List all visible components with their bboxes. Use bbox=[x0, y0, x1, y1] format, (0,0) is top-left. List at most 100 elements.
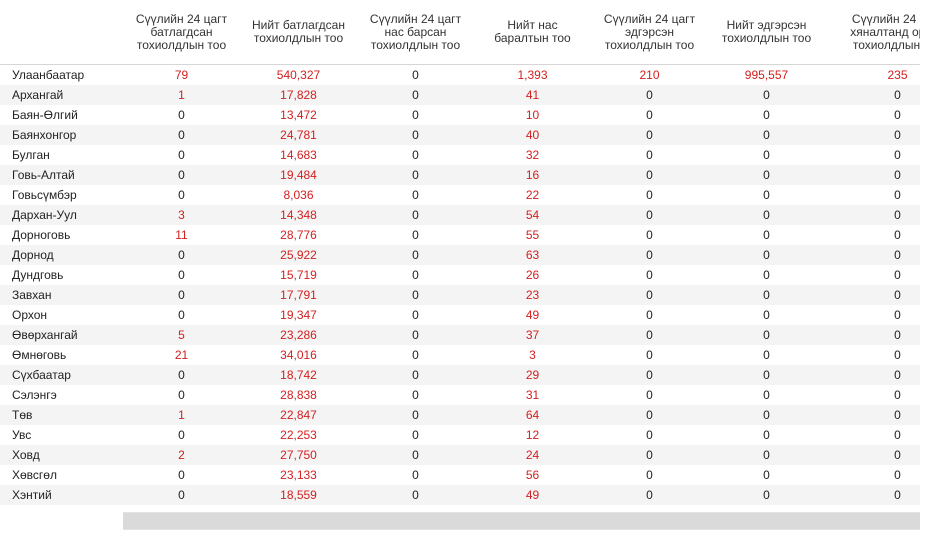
value-cell: 0 bbox=[646, 148, 653, 162]
region-name-cell: Өмнөговь bbox=[12, 348, 67, 362]
value-cell: 3 bbox=[123, 205, 240, 225]
value-cell: 0 bbox=[708, 165, 825, 185]
value-cell: 0 bbox=[123, 245, 240, 265]
table-row: Сүхбаатар 0 18,742 0 29 0 0 0 bbox=[0, 365, 920, 385]
value-cell: 0 bbox=[178, 268, 185, 282]
header-new-recovered-24h[interactable]: Сүүлийн 24 цагт эдгэрсэн тохиолдлын тоо bbox=[591, 0, 708, 65]
value-cell: 0 bbox=[763, 428, 770, 442]
value-cell: 0 bbox=[825, 405, 920, 425]
header-total-confirmed[interactable]: Нийт батлагдсан тохиолдлын тоо bbox=[240, 0, 357, 65]
value-cell: 18,742 bbox=[240, 365, 357, 385]
header-new-monitored-24h[interactable]: Сүүлийн 24 цагт хяналтанд орсон тохиолдл… bbox=[825, 0, 920, 65]
table-row: Хэнтий 0 18,559 0 49 0 0 0 bbox=[0, 485, 920, 505]
value-cell: 49 bbox=[474, 485, 591, 505]
table-row: Сэлэнгэ 0 28,838 0 31 0 0 0 bbox=[0, 385, 920, 405]
value-cell: 0 bbox=[708, 245, 825, 265]
table-row: Говь-Алтай 0 19,484 0 16 0 0 0 bbox=[0, 165, 920, 185]
value-cell: 64 bbox=[474, 405, 591, 425]
value-cell: 0 bbox=[357, 445, 474, 465]
value-cell: 0 bbox=[825, 245, 920, 265]
value-cell: 0 bbox=[894, 308, 901, 322]
value-cell: 0 bbox=[708, 205, 825, 225]
value-cell: 0 bbox=[646, 108, 653, 122]
value-cell: 0 bbox=[894, 188, 901, 202]
value-cell: 40 bbox=[474, 125, 591, 145]
value-cell: 0 bbox=[708, 405, 825, 425]
table-row: Увс 0 22,253 0 12 0 0 0 bbox=[0, 425, 920, 445]
table-row: Өвөрхангай 5 23,286 0 37 0 0 0 bbox=[0, 325, 920, 345]
table-row: Завхан 0 17,791 0 23 0 0 0 bbox=[0, 285, 920, 305]
table-body: Улаанбаатар 79 540,327 0 1,393 210 995,557 235 А… bbox=[0, 65, 920, 505]
value-cell: 8,036 bbox=[283, 188, 314, 202]
value-cell: 0 bbox=[412, 228, 419, 242]
value-cell: 3 bbox=[529, 348, 536, 362]
value-cell: 0 bbox=[591, 325, 708, 345]
value-cell: 24 bbox=[474, 445, 591, 465]
region-name-cell: Завхан bbox=[0, 285, 123, 305]
value-cell: 12 bbox=[525, 428, 540, 442]
value-cell: 56 bbox=[525, 468, 540, 482]
region-name-cell: Хэнтий bbox=[0, 485, 123, 505]
region-name-cell: Дундговь bbox=[12, 268, 64, 282]
value-cell: 0 bbox=[412, 108, 419, 122]
header-new-deaths-24h[interactable]: Сүүлийн 24 цагт нас барсан тохиолдлын то… bbox=[357, 0, 474, 65]
table-row: Өмнөговь 21 34,016 0 3 0 0 0 bbox=[0, 345, 920, 365]
value-cell: 0 bbox=[412, 188, 419, 202]
value-cell: 0 bbox=[763, 148, 770, 162]
value-cell: 0 bbox=[646, 188, 653, 202]
table-row: Дорноговь 11 28,776 0 55 0 0 0 bbox=[0, 225, 920, 245]
region-name-cell: Өвөрхангай bbox=[0, 325, 123, 345]
region-name-cell: Дорноговь bbox=[12, 228, 71, 242]
value-cell: 0 bbox=[412, 308, 419, 322]
value-cell: 19,347 bbox=[280, 308, 317, 322]
table-row: Баянхонгор 0 24,781 0 40 0 0 0 bbox=[0, 125, 920, 145]
scrollbar-thumb[interactable] bbox=[123, 513, 920, 529]
value-cell: 0 bbox=[591, 445, 708, 465]
table-row: Хөвсгөл 0 23,133 0 56 0 0 0 bbox=[0, 465, 920, 485]
value-cell: 16 bbox=[474, 165, 591, 185]
value-cell: 0 bbox=[646, 468, 653, 482]
table-row: Орхон 0 19,347 0 49 0 0 0 bbox=[0, 305, 920, 325]
value-cell: 235 bbox=[887, 68, 908, 82]
table-row: Архангай 1 17,828 0 41 0 0 0 bbox=[0, 85, 920, 105]
value-cell: 0 bbox=[357, 85, 474, 105]
table-row: Дорнод 0 25,922 0 63 0 0 0 bbox=[0, 245, 920, 265]
value-cell: 0 bbox=[763, 348, 770, 362]
value-cell: 0 bbox=[178, 108, 185, 122]
table-row: Дундговь 0 15,719 0 26 0 0 0 bbox=[0, 265, 920, 285]
region-name-cell: Булган bbox=[12, 148, 50, 162]
value-cell: 25,922 bbox=[240, 245, 357, 265]
value-cell: 0 bbox=[412, 428, 419, 442]
value-cell: 17,791 bbox=[240, 285, 357, 305]
value-cell: 29 bbox=[474, 365, 591, 385]
header-total-recovered[interactable]: Нийт эдгэрсэн тохиолдлын тоо bbox=[708, 0, 825, 65]
value-cell: 32 bbox=[525, 148, 540, 162]
value-cell: 0 bbox=[123, 365, 240, 385]
region-name-cell: Төв bbox=[0, 405, 123, 425]
header-new-confirmed-24h[interactable]: Сүүлийн 24 цагт батлагдсан тохиолдлын то… bbox=[123, 0, 240, 65]
value-cell: 0 bbox=[591, 405, 708, 425]
value-cell: 0 bbox=[591, 285, 708, 305]
horizontal-scrollbar[interactable] bbox=[123, 512, 920, 530]
covid-stats-table: Сүүлийн 24 цагт батлагдсан тохиолдлын то… bbox=[0, 0, 920, 505]
header-total-deaths[interactable]: Нийт нас баралтын тоо bbox=[474, 0, 591, 65]
value-cell: 0 bbox=[412, 148, 419, 162]
value-cell: 23 bbox=[474, 285, 591, 305]
table-row: Дархан-Уул 3 14,348 0 54 0 0 0 bbox=[0, 205, 920, 225]
value-cell: 0 bbox=[763, 468, 770, 482]
table-row: Улаанбаатар 79 540,327 0 1,393 210 995,557 235 bbox=[0, 65, 920, 86]
value-cell: 0 bbox=[708, 285, 825, 305]
value-cell: 0 bbox=[825, 205, 920, 225]
value-cell: 0 bbox=[123, 125, 240, 145]
value-cell: 0 bbox=[708, 365, 825, 385]
region-name-cell: Говь-Алтай bbox=[0, 165, 123, 185]
value-cell: 0 bbox=[646, 308, 653, 322]
region-name-cell: Увс bbox=[12, 428, 32, 442]
value-cell: 0 bbox=[894, 268, 901, 282]
value-cell: 0 bbox=[708, 125, 825, 145]
region-name-cell: Хөвсгөл bbox=[12, 468, 57, 482]
table-row: Ховд 2 27,750 0 24 0 0 0 bbox=[0, 445, 920, 465]
value-cell: 0 bbox=[591, 165, 708, 185]
value-cell: 79 bbox=[174, 68, 189, 82]
